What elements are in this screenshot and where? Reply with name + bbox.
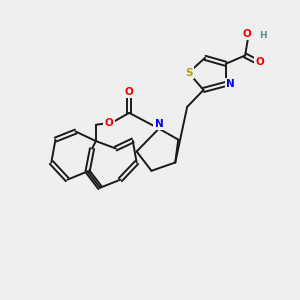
Text: O: O xyxy=(105,118,113,128)
Text: H: H xyxy=(259,31,267,40)
Text: O: O xyxy=(256,57,264,67)
Text: O: O xyxy=(242,29,251,39)
Text: O: O xyxy=(125,87,134,97)
Text: N: N xyxy=(226,79,235,89)
Text: S: S xyxy=(185,68,192,78)
Text: N: N xyxy=(154,119,163,129)
